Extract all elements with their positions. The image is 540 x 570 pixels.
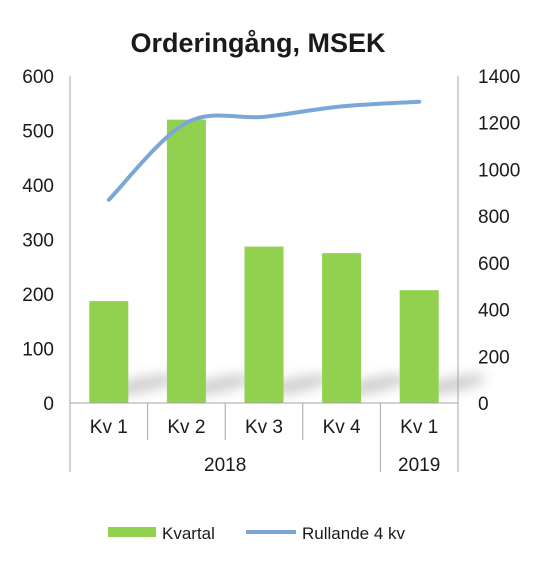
category-label: Kv 4 [323,417,361,438]
bar [400,290,439,403]
legend: Kvartal Rullande 4 kv [108,524,406,543]
line-series [109,102,420,200]
right-tick-label: 400 [478,301,510,322]
right-tick-label: 800 [478,207,510,228]
category-label: Kv 1 [90,417,128,438]
group-label: 2018 [204,455,246,476]
left-tick-label: 400 [22,176,54,197]
left-tick-label: 600 [22,67,54,88]
right-tick-label: 1000 [478,160,520,181]
right-tick-label: 600 [478,254,510,275]
chart-title: Orderingång, MSEK [130,28,386,58]
left-tick-label: 500 [22,122,54,143]
left-tick-label: 200 [22,285,54,306]
category-label: Kv 1 [400,417,438,438]
bar [322,253,361,403]
category-label: Kv 2 [167,417,205,438]
right-tick-label: 1200 [478,114,520,135]
right-tick-label: 200 [478,347,510,368]
group-label: 2019 [398,455,440,476]
legend-swatch-bar [108,527,156,537]
left-tick-label: 100 [22,340,54,361]
rolling-line [109,102,419,200]
legend-label-bar: Kvartal [162,524,215,543]
right-tick-label: 0 [478,394,489,415]
legend-label-line: Rullande 4 kv [302,524,406,543]
category-label: Kv 3 [245,417,283,438]
bar [245,247,284,403]
right-tick-label: 1400 [478,67,520,88]
bar [89,301,128,403]
bar [167,120,206,403]
left-tick-label: 300 [22,231,54,252]
left-tick-label: 0 [43,394,54,415]
